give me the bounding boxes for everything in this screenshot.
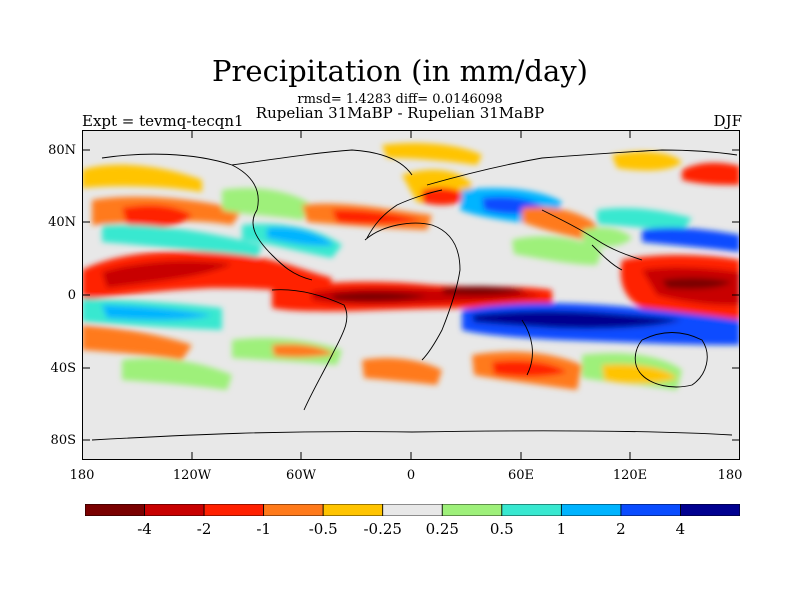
- colorbar-label: -0.5: [308, 520, 338, 538]
- lat-label: 80S: [50, 433, 76, 448]
- lon-label: 60E: [507, 468, 535, 483]
- colorbar-label: -0.25: [363, 520, 402, 538]
- colorbar: [85, 504, 740, 516]
- colorbar-box: [263, 504, 324, 516]
- colorbar-box: [680, 504, 740, 516]
- axis-ticks: [82, 130, 740, 460]
- plot-title: Precipitation (in mm/day): [212, 54, 588, 88]
- lat-label: 40S: [50, 361, 76, 376]
- colorbar-box: [560, 504, 622, 516]
- map-frame: [82, 130, 740, 460]
- lat-label: 0: [67, 288, 76, 303]
- colorbar-box: [620, 504, 681, 516]
- coastlines: [91, 149, 738, 441]
- lon-label: 180: [717, 468, 743, 483]
- colorbar-label: 4: [675, 520, 686, 538]
- lon-label: 120E: [612, 468, 648, 483]
- colorbar-box: [501, 504, 562, 516]
- colorbar-label: 0.5: [489, 520, 514, 538]
- plot-subtitle: Rupelian 31MaBP - Rupelian 31MaBP: [255, 104, 545, 122]
- stats-line: rmsd= 1.4283 diff= 0.0146098: [297, 92, 503, 107]
- season-label: DJF: [713, 112, 742, 130]
- colorbar-box: [441, 504, 503, 516]
- lon-label: 120W: [172, 468, 212, 483]
- experiment-label: Expt = tevmq-tecqn1: [82, 112, 244, 130]
- precip-field: [82, 143, 740, 390]
- colorbar-label: 0.25: [425, 520, 459, 538]
- colorbar-box: [382, 504, 443, 516]
- lon-label: 60W: [286, 468, 316, 483]
- colorbar-box: [203, 504, 265, 516]
- map-panel: [82, 130, 740, 460]
- colorbar-label: -1: [256, 520, 271, 538]
- lat-label: 80N: [48, 143, 76, 158]
- colorbar-label: -4: [137, 520, 152, 538]
- lat-label: 40N: [48, 215, 76, 230]
- colorbar-label: 1: [556, 520, 567, 538]
- lon-label: 0: [406, 468, 416, 483]
- colorbar-box: [144, 504, 205, 516]
- lon-label: 180: [69, 468, 95, 483]
- colorbar-label: -2: [196, 520, 212, 538]
- colorbar-label: 2: [616, 520, 626, 538]
- colorbar-box: [322, 504, 384, 516]
- colorbar-box: [85, 504, 145, 516]
